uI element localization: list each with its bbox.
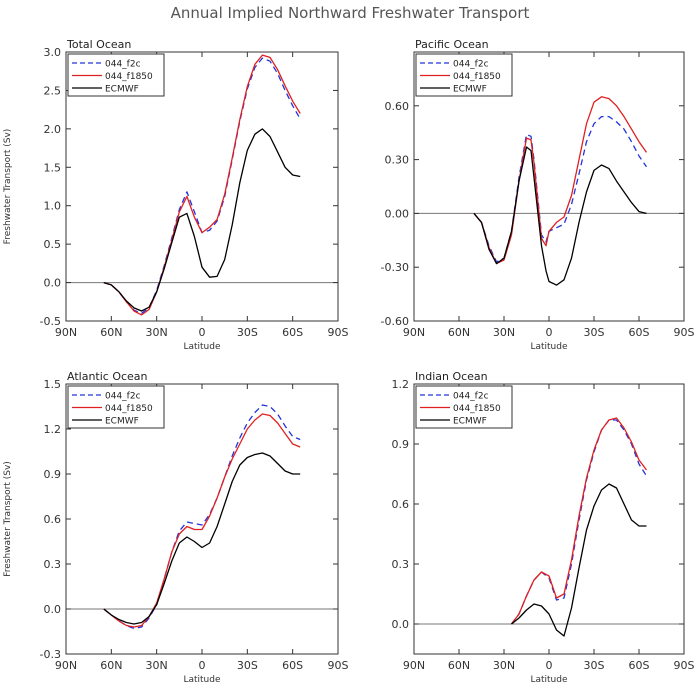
legend-label: ECMWF <box>105 85 139 95</box>
y-tick-label: 0.0 <box>44 277 62 290</box>
legend-label: 044_f1850 <box>105 404 153 414</box>
y-tick-label: 0.30 <box>385 154 410 167</box>
y-tick-label: 0.3 <box>44 558 62 571</box>
x-tick-label: 60S <box>629 659 650 672</box>
x-axis-label: Latitude <box>183 342 221 352</box>
legend: 044_f2c 044_f1850 ECMWF <box>67 53 165 97</box>
x-tick-label: 90N <box>403 659 425 672</box>
y-tick-label: 1.2 <box>44 423 62 436</box>
x-tick-label: 30S <box>584 326 605 339</box>
y-tick-label: 0.5 <box>44 238 62 251</box>
legend-label: 044_f1850 <box>105 72 153 82</box>
x-tick-label: 0 <box>199 326 206 339</box>
x-tick-label: 30N <box>146 326 168 339</box>
y-tick-label: -0.5 <box>40 315 61 328</box>
x-tick-label: 90S <box>674 659 695 672</box>
legend-label: ECMWF <box>105 417 139 427</box>
panel-pacific-ocean: -0.60 -0.30 0.00 0.30 0.60 90N 60N 30N 0 30S 60S 90… <box>381 38 695 352</box>
x-axis-label: Latitude <box>530 342 568 352</box>
x-tick-label: 90N <box>55 326 77 339</box>
y-tick-label: 0.00 <box>385 207 410 220</box>
x-tick-label: 0 <box>199 659 206 672</box>
x-tick-label: 60N <box>100 659 122 672</box>
panel-atlantic-ocean: -0.3 0.0 0.3 0.6 0.9 1.2 1.5 90N 60N 30N 0 30S 60S 90… <box>3 370 349 685</box>
x-axis-label: Latitude <box>530 675 568 685</box>
y-tick-label: -0.60 <box>381 315 409 328</box>
panels: -0.5 0.0 0.5 1.0 1.5 2.0 2.5 3.0 90N 60N 30N 0 30S 60… <box>3 38 695 685</box>
x-tick-label: 90N <box>403 326 425 339</box>
y-tick-label: 2.5 <box>44 84 62 97</box>
x-tick-label: 30N <box>493 659 515 672</box>
y-tick-label: 0.6 <box>392 498 410 511</box>
series-line-ecmwf <box>103 452 301 625</box>
x-tick-label: 60N <box>100 326 122 339</box>
x-tick-label: 30S <box>237 326 258 339</box>
y-axis-label: Freshwater Transport (Sv) <box>3 461 13 577</box>
panel-title: Pacific Ocean <box>415 38 489 51</box>
y-tick-label: -0.3 <box>40 648 61 661</box>
legend-label: 044_f1850 <box>453 404 501 414</box>
x-tick-label: 90N <box>55 659 77 672</box>
legend-label: 044_f2c <box>453 392 489 402</box>
panel-title: Indian Ocean <box>415 370 488 383</box>
series-line-044_f2c <box>473 115 648 263</box>
y-tick-label: 1.5 <box>44 378 62 391</box>
y-tick-label: 3.0 <box>44 46 62 59</box>
x-tick-label: 30S <box>237 659 258 672</box>
panel-indian-ocean: 0.0 0.3 0.6 0.9 1.2 90N 60N 30N 0 30S 60S 90S Indian… <box>392 370 695 685</box>
x-tick-label: 30S <box>584 659 605 672</box>
x-tick-label: 90S <box>328 326 349 339</box>
series-line-044_f2c <box>103 404 301 630</box>
legend-label: ECMWF <box>453 85 487 95</box>
legend-label: 044_f2c <box>453 60 489 70</box>
y-tick-label: 1.5 <box>44 161 62 174</box>
x-tick-label: 0 <box>546 326 553 339</box>
x-tick-label: 90S <box>674 326 695 339</box>
series-line-044_f1850 <box>510 417 648 625</box>
panel-total-ocean: -0.5 0.0 0.5 1.0 1.5 2.0 2.5 3.0 90N 60N 30N 0 30S 60… <box>3 38 349 352</box>
x-tick-label: 60N <box>448 326 470 339</box>
x-tick-label: 60S <box>282 326 303 339</box>
legend: 044_f2c 044_f1850 ECMWF <box>415 385 513 429</box>
x-tick-label: 60N <box>448 659 470 672</box>
panel-title: Total Ocean <box>66 38 131 51</box>
y-tick-label: 2.0 <box>44 123 62 136</box>
x-tick-label: 90S <box>328 659 349 672</box>
legend-label: 044_f1850 <box>453 72 501 82</box>
legend: 044_f2c 044_f1850 ECMWF <box>415 53 513 97</box>
x-tick-label: 60S <box>282 659 303 672</box>
y-tick-label: 0.0 <box>392 618 410 631</box>
x-tick-label: 30N <box>146 659 168 672</box>
y-tick-label: 0.9 <box>44 468 62 481</box>
figure-title: Annual Implied Northward Freshwater Tran… <box>171 4 530 22</box>
legend-label: ECMWF <box>453 417 487 427</box>
y-axis-label: Freshwater Transport (Sv) <box>3 129 13 245</box>
series-line-ecmwf <box>473 146 647 286</box>
x-tick-label: 60S <box>629 326 650 339</box>
y-tick-label: 1.0 <box>44 200 62 213</box>
x-tick-label: 30N <box>493 326 515 339</box>
y-tick-label: 0.9 <box>392 438 410 451</box>
series-line-044_f2c <box>510 419 648 625</box>
x-tick-label: 0 <box>546 659 553 672</box>
series-line-ecmwf <box>103 128 301 312</box>
y-tick-label: -0.30 <box>381 261 409 274</box>
x-axis-label: Latitude <box>183 675 221 685</box>
series-line-044_f1850 <box>473 96 648 265</box>
series-line-ecmwf <box>511 483 647 637</box>
legend: 044_f2c 044_f1850 ECMWF <box>67 385 165 429</box>
y-tick-label: 0.60 <box>385 100 410 113</box>
legend-label: 044_f2c <box>105 392 141 402</box>
y-tick-label: 1.2 <box>392 378 410 391</box>
series-line-044_f1850 <box>103 54 301 316</box>
y-tick-label: 0.6 <box>44 513 62 526</box>
panel-title: Atlantic Ocean <box>67 370 148 383</box>
y-tick-label: 0.3 <box>392 558 410 571</box>
legend-label: 044_f2c <box>105 60 141 70</box>
series-line-044_f1850 <box>103 413 301 628</box>
y-tick-label: 0.0 <box>44 603 62 616</box>
